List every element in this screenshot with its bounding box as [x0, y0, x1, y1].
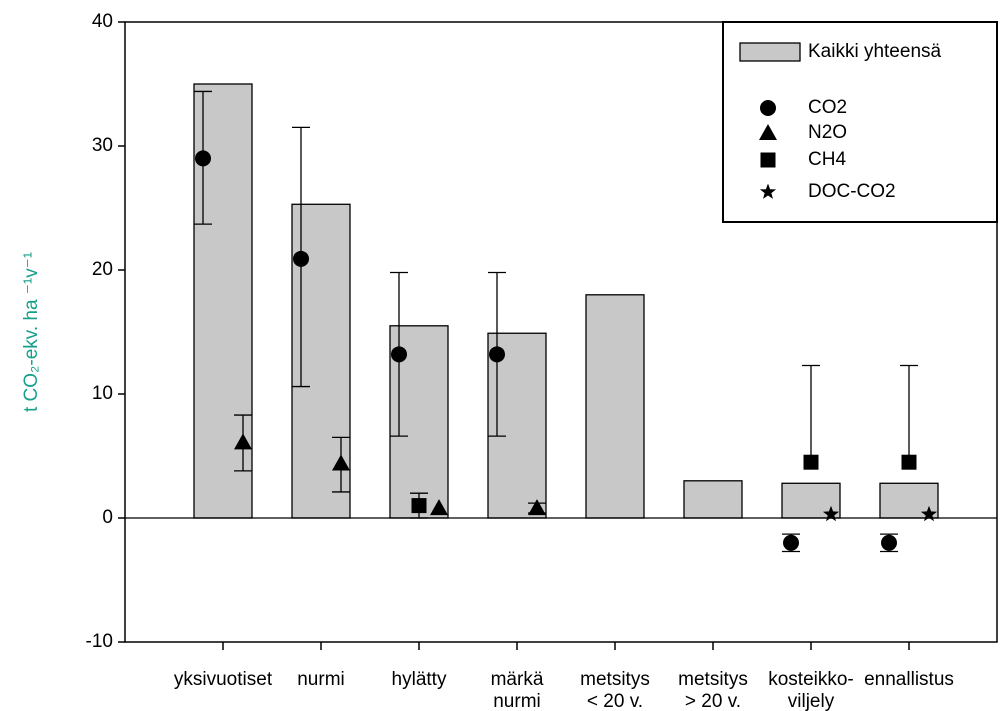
legend-label: N2O: [808, 122, 847, 143]
bar: [487, 332, 547, 519]
x-tick-label-line: viljely: [788, 691, 835, 711]
x-tick-label: ennallistus: [864, 669, 954, 690]
marker: [881, 534, 897, 551]
marker: [528, 499, 546, 516]
legend-marker: [759, 124, 777, 140]
marker: [430, 499, 448, 516]
marker: [901, 454, 917, 470]
y-tick-label: 20: [92, 259, 113, 280]
marker: [489, 346, 505, 363]
x-tick-label-line: kosteikko-: [768, 669, 854, 690]
y-tick-label: -10: [86, 631, 113, 652]
marker: [783, 534, 799, 551]
x-tick-label: kosteikko-viljely: [768, 669, 854, 711]
legend-label: Kaikki yhteensä: [808, 41, 942, 62]
legend-swatch: [739, 42, 801, 62]
plot-frame: [124, 21, 998, 643]
bar: [683, 480, 743, 519]
x-tick-label: metsitys > 20 v.: [678, 669, 748, 711]
x-tick-label-line: > 20 v.: [685, 691, 741, 711]
y-tick-label: 10: [92, 383, 113, 404]
legend-marker: [760, 100, 776, 116]
marker: [391, 346, 407, 363]
x-tick-label: nurmi: [297, 669, 345, 690]
y-tick-label: 30: [92, 135, 113, 156]
legend-marker: [760, 152, 776, 168]
x-tick-label-line: nurmi: [297, 669, 345, 690]
marker: [920, 505, 938, 522]
y-tick-label: 40: [92, 11, 113, 32]
x-tick-label-line: yksivuotiset: [174, 669, 273, 690]
x-tick-label: märkä nurmi: [491, 669, 544, 711]
marker: [234, 433, 252, 450]
marker: [195, 150, 211, 167]
x-tick-label-line: ennallistus: [864, 669, 954, 690]
marker: [822, 505, 840, 522]
marker: [803, 454, 819, 470]
x-tick-label: yksivuotiset: [174, 669, 273, 690]
x-tick-label-line: nurmi: [493, 691, 541, 711]
legend-label: DOC-CO2: [808, 181, 896, 202]
y-axis-label: t CO₂-ekv. ha ⁻¹v⁻¹: [21, 252, 42, 412]
x-tick-label: metsitys < 20 v.: [580, 669, 650, 711]
marker: [411, 498, 427, 514]
x-tick-label-line: metsitys: [580, 669, 650, 690]
legend-label: CH4: [808, 149, 846, 170]
marker: [293, 250, 309, 267]
legend-marker: [759, 183, 777, 199]
x-tick-label-line: hylätty: [392, 669, 447, 690]
y-tick-label: 0: [102, 507, 113, 528]
x-tick-label-line: < 20 v.: [587, 691, 643, 711]
legend-label: CO2: [808, 97, 847, 118]
x-tick-label-line: metsitys: [678, 669, 748, 690]
x-tick-label-line: märkä: [491, 669, 544, 690]
x-tick-label: hylätty: [392, 669, 447, 690]
bar: [585, 294, 645, 519]
marker: [332, 454, 350, 471]
